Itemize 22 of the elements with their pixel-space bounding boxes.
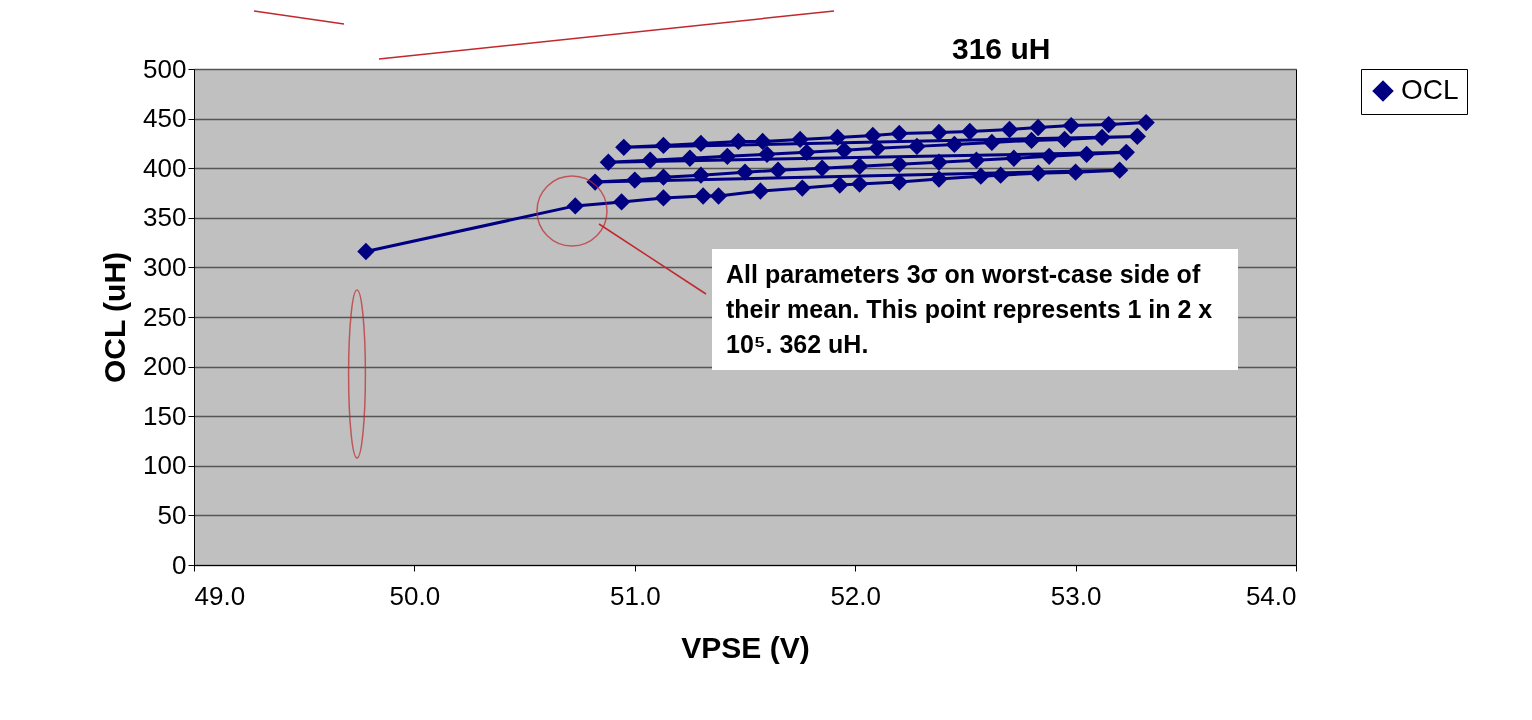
y-tick-label: 250 [143,301,187,332]
text: 316 uH [952,32,1051,65]
y-tick-label: 450 [143,103,187,134]
annotation: All parameters 3σ on worst-case side of their mean. This point represents 1 in 2 x 10⁵. 362 uH. [712,249,1238,370]
y-tick-label: 50 [157,499,187,530]
y-tick-label: 150 [143,400,187,431]
y-tick-label: 300 [143,251,187,282]
x-tick-label: 50.0 [389,580,441,611]
y-tick-label: 0 [172,549,187,580]
x-tick-label: 51.0 [610,580,661,611]
y-tick-label: 350 [143,202,187,233]
y-tick-label: 500 [143,53,187,84]
y-axis-title: OCL (uH) [98,251,132,384]
x-axis-title: VPSE (V) [681,630,810,664]
y-tick-label: 400 [143,152,187,183]
x-tick-label: 54.0 [1245,580,1297,611]
x-tick-label: 49.0 [194,580,246,611]
legend-label: OCL [1401,74,1459,105]
y-tick-label: 100 [143,450,187,481]
y-tick-label: 200 [143,351,187,382]
x-tick-label: 52.0 [830,580,881,611]
x-tick-label: 53.0 [1050,580,1102,611]
